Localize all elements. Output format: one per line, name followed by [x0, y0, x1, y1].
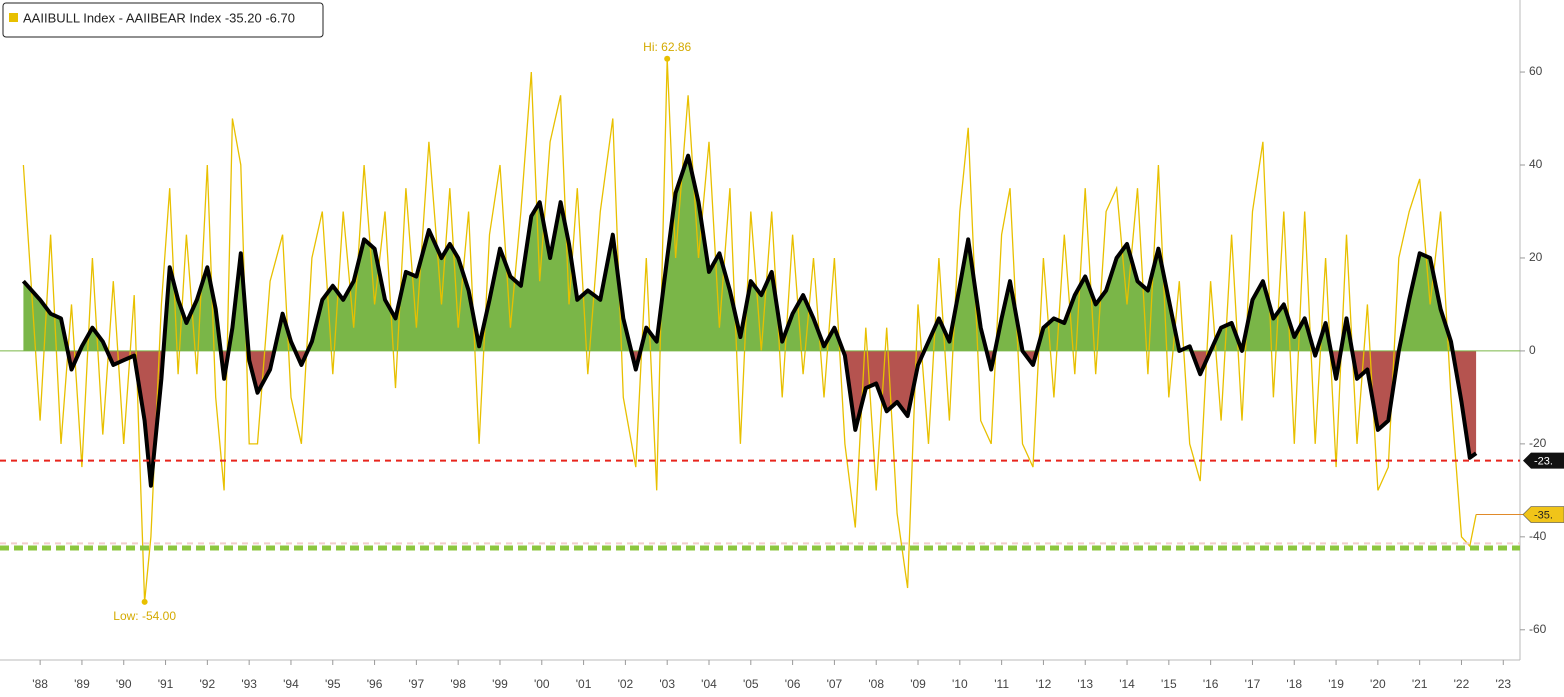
x-tick-label: '23 — [1495, 677, 1511, 691]
x-tick-label: '07 — [827, 677, 843, 691]
x-tick-label: '03 — [659, 677, 675, 691]
last-value-label: -35. — [1534, 509, 1553, 521]
annotation-label: Low: -54.00 — [113, 609, 176, 623]
x-tick-label: '95 — [325, 677, 341, 691]
x-tick-label: '11 — [994, 677, 1009, 691]
legend-label: AAIIBULL Index - AAIIBEAR Index -35.20 -… — [23, 10, 295, 25]
x-tick-label: '19 — [1328, 677, 1344, 691]
x-tick-label: '15 — [1161, 677, 1177, 691]
y-tick-label: -20 — [1529, 436, 1547, 450]
legend: AAIIBULL Index - AAIIBEAR Index -35.20 -… — [2, 2, 324, 38]
x-tick-label: '92 — [200, 677, 216, 691]
reference-tag-label: -23. — [1534, 456, 1553, 468]
x-tick-label: '08 — [868, 677, 884, 691]
y-tick-label: -60 — [1529, 622, 1547, 636]
x-tick-label: '21 — [1412, 677, 1428, 691]
annotation-dot — [664, 55, 671, 62]
x-tick-label: '98 — [450, 677, 466, 691]
y-tick-label: 40 — [1529, 157, 1543, 171]
x-tick-label: '88 — [32, 677, 48, 691]
last-value-tag — [1522, 506, 1564, 523]
x-tick-label: '18 — [1286, 677, 1302, 691]
x-tick-label: '91 — [158, 677, 174, 691]
x-tick-label: '94 — [283, 677, 299, 691]
x-tick-label: '00 — [534, 677, 550, 691]
annotation-dot — [141, 598, 148, 605]
x-tick-label: '22 — [1454, 677, 1470, 691]
x-tick-label: '12 — [1036, 677, 1052, 691]
x-tick-label: '02 — [618, 677, 634, 691]
spread-line — [22, 58, 1477, 602]
average-line — [21, 153, 1478, 488]
positive-area — [23, 155, 1477, 351]
x-tick-label: '04 — [701, 677, 717, 691]
x-tick-label: '20 — [1370, 677, 1386, 691]
x-tick-label: '10 — [952, 677, 968, 691]
x-tick-label: '06 — [785, 677, 801, 691]
y-tick-label: -40 — [1529, 529, 1547, 543]
x-tick-label: '05 — [743, 677, 759, 691]
legend-swatch — [9, 13, 18, 22]
x-tick-label: '01 — [576, 677, 592, 691]
x-tick-label: '89 — [74, 677, 90, 691]
legend-box — [2, 2, 324, 38]
x-tick-label: '97 — [409, 677, 425, 691]
x-tick-label: '13 — [1077, 677, 1093, 691]
annotation-label: Hi: 62.86 — [643, 40, 691, 54]
x-tick-label: '99 — [492, 677, 508, 691]
x-tick-label: '16 — [1203, 677, 1219, 691]
x-tick-label: '17 — [1245, 677, 1261, 691]
reference-tag — [1523, 452, 1564, 469]
x-tick-label: '14 — [1119, 677, 1135, 691]
x-tick-label: '09 — [910, 677, 926, 691]
x-tick-label: '96 — [367, 677, 383, 691]
x-tick-label: '90 — [116, 677, 132, 691]
y-tick-label: 20 — [1529, 250, 1543, 264]
y-tick-label: 0 — [1529, 343, 1536, 357]
x-tick-label: '93 — [241, 677, 257, 691]
y-tick-label: 60 — [1529, 64, 1543, 78]
